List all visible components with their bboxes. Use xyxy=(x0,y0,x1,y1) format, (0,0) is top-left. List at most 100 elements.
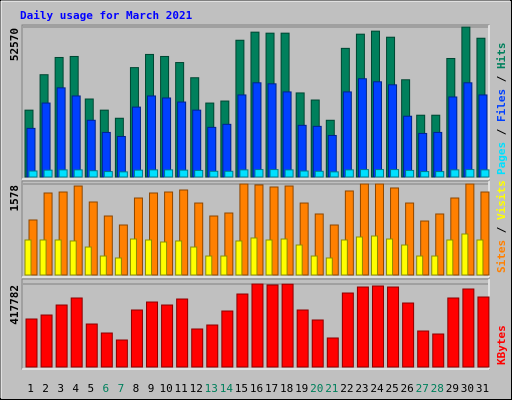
bar xyxy=(284,185,294,276)
x-tick-label: 20 xyxy=(310,382,323,395)
legend-separator: / xyxy=(495,122,508,142)
bar xyxy=(206,324,219,368)
bar xyxy=(480,191,490,276)
x-tick-label: 6 xyxy=(103,382,110,395)
x-tick-label: 1 xyxy=(27,382,34,395)
bar xyxy=(433,131,443,178)
bar xyxy=(295,244,303,276)
bar xyxy=(56,87,66,178)
bar xyxy=(403,115,413,178)
x-tick-label: 30 xyxy=(461,382,474,395)
bar xyxy=(420,220,430,276)
bar xyxy=(447,297,460,368)
bar xyxy=(329,224,339,276)
bar xyxy=(239,183,249,276)
x-tick-label: 17 xyxy=(265,382,278,395)
bar xyxy=(149,192,159,276)
bar xyxy=(73,169,83,178)
bar xyxy=(450,197,460,276)
bar xyxy=(311,319,324,368)
bar xyxy=(192,109,202,178)
bar xyxy=(207,126,217,178)
bar xyxy=(220,255,228,276)
x-tick-label: 13 xyxy=(205,382,218,395)
bar xyxy=(480,169,490,178)
legend-separator: / xyxy=(495,69,508,89)
bar xyxy=(26,127,36,178)
bar xyxy=(341,292,354,368)
bar xyxy=(205,255,213,276)
legend: Pages / Files / Hits xyxy=(495,43,508,176)
bar xyxy=(267,83,277,178)
bar xyxy=(299,202,309,276)
bar xyxy=(478,94,488,178)
bar xyxy=(266,284,279,368)
bar xyxy=(269,186,279,276)
bar xyxy=(145,239,153,276)
bar xyxy=(179,189,189,276)
x-tick-label: 18 xyxy=(280,382,293,395)
bar xyxy=(129,238,137,276)
x-tick-label: 28 xyxy=(431,382,444,395)
bar xyxy=(462,288,475,368)
bar xyxy=(299,170,309,178)
bar xyxy=(194,202,204,276)
bar xyxy=(69,240,77,276)
y-tick-label: 417782 xyxy=(8,285,21,325)
bar xyxy=(390,169,400,178)
bar xyxy=(114,257,122,276)
bar xyxy=(359,183,369,276)
bar xyxy=(84,246,92,276)
bar xyxy=(390,187,400,276)
x-tick-label: 21 xyxy=(325,382,338,395)
legend-entry: Visits xyxy=(495,180,508,220)
bar xyxy=(115,339,128,368)
bar xyxy=(405,169,415,178)
bar xyxy=(252,82,262,178)
bar xyxy=(296,309,309,368)
bar xyxy=(224,170,234,178)
bar xyxy=(477,296,490,368)
bar xyxy=(386,238,394,276)
x-tick-label: 5 xyxy=(87,382,94,395)
bar xyxy=(388,84,398,178)
legend-entry: Hits xyxy=(495,43,508,70)
bar xyxy=(281,283,294,368)
bar xyxy=(100,332,113,368)
x-tick-label: 15 xyxy=(235,382,248,395)
legend-entry: Pages xyxy=(495,142,508,175)
bar xyxy=(342,91,352,178)
bar xyxy=(325,257,333,276)
bar xyxy=(43,192,53,276)
bar xyxy=(326,337,339,368)
bar xyxy=(162,97,172,178)
bar xyxy=(435,171,445,178)
bar xyxy=(221,310,234,368)
bar xyxy=(133,197,143,276)
bar xyxy=(28,170,38,178)
bar xyxy=(103,171,113,178)
bar xyxy=(176,298,189,368)
x-tick-label: 4 xyxy=(72,382,79,395)
bar xyxy=(465,169,475,178)
legend-separator: / xyxy=(495,220,508,240)
bar xyxy=(432,333,445,368)
x-tick-label: 12 xyxy=(190,382,203,395)
bar xyxy=(450,169,460,178)
bar xyxy=(387,286,400,368)
bar xyxy=(70,297,83,368)
bar xyxy=(420,171,430,178)
bar xyxy=(146,301,159,368)
bar xyxy=(85,323,98,368)
bar xyxy=(355,236,363,276)
bar xyxy=(118,224,128,276)
bar xyxy=(416,255,424,276)
x-tick-label: 14 xyxy=(220,382,234,395)
x-tick-label: 23 xyxy=(355,382,368,395)
bar xyxy=(101,131,111,178)
bar xyxy=(54,239,62,276)
bar xyxy=(235,240,243,276)
bar xyxy=(39,239,47,276)
bar xyxy=(99,255,107,276)
